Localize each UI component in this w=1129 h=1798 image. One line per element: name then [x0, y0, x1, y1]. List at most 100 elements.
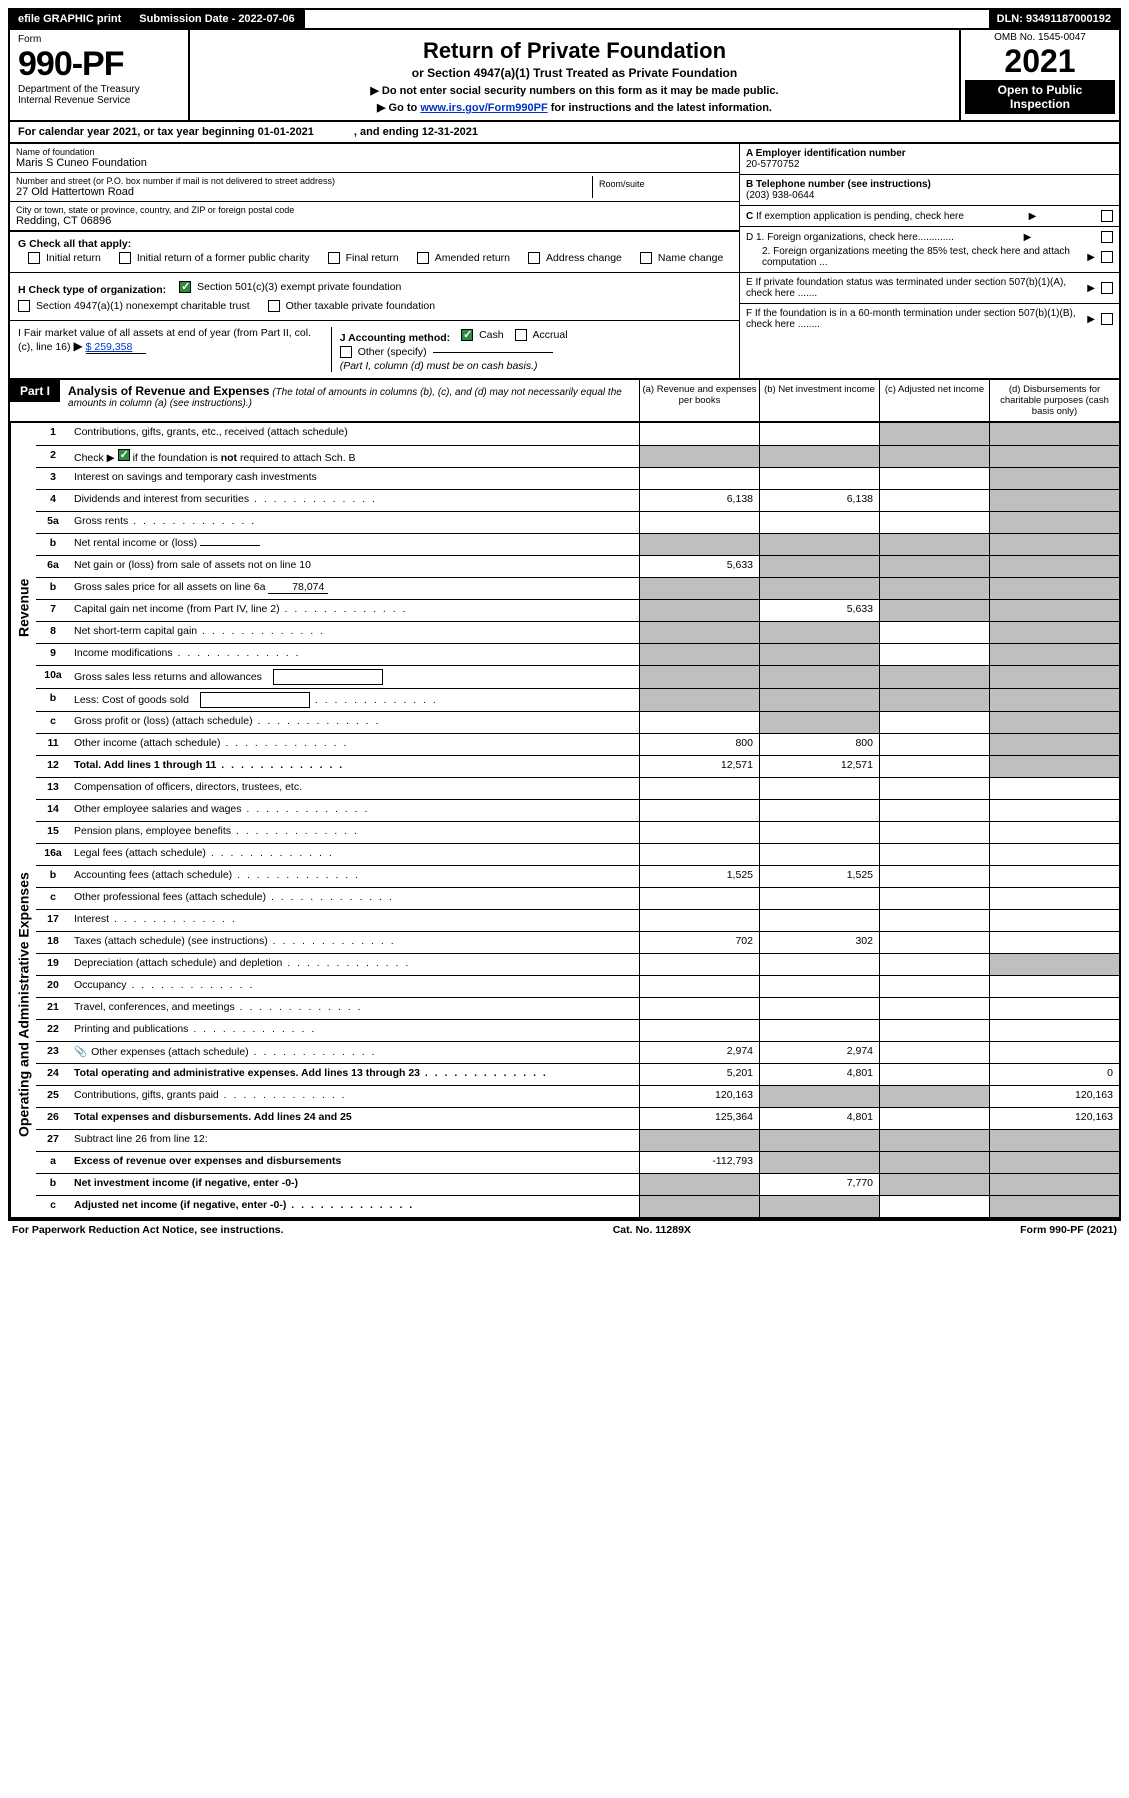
- calendar-year-row: For calendar year 2021, or tax year begi…: [8, 122, 1121, 144]
- amount-cell-b: [759, 998, 879, 1019]
- amount-cell-c: [879, 600, 989, 621]
- line-number: 3: [36, 468, 70, 489]
- amount-cell-b: [759, 888, 879, 909]
- arrow-icon: ▶: [1087, 314, 1095, 325]
- line-number: b: [36, 1174, 70, 1195]
- checkbox-icon[interactable]: [1101, 251, 1113, 263]
- amount-cell-d: [989, 1042, 1119, 1063]
- h-opt-4947[interactable]: Section 4947(a)(1) nonexempt charitable …: [18, 298, 250, 314]
- checkbox-icon: [18, 300, 30, 312]
- line-number: 11: [36, 734, 70, 755]
- line-description: 📎Other expenses (attach schedule): [70, 1042, 639, 1063]
- line-description: Travel, conferences, and meetings: [70, 998, 639, 1019]
- g-opt-initial-former[interactable]: Initial return of a former public charit…: [119, 250, 310, 266]
- line-number: 7: [36, 600, 70, 621]
- cal-end: , and ending 12-31-2021: [354, 126, 478, 138]
- amount-cell-c: [879, 1152, 989, 1173]
- amount-cell-d: [989, 556, 1119, 577]
- line-number: 19: [36, 954, 70, 975]
- section-g: G Check all that apply: Initial return I…: [10, 231, 739, 272]
- table-row: cGross profit or (loss) (attach schedule…: [36, 711, 1119, 733]
- arrow-icon: ▶: [1087, 283, 1095, 294]
- line-number: 22: [36, 1020, 70, 1041]
- checkbox-icon[interactable]: [1101, 313, 1113, 325]
- g-opt-address[interactable]: Address change: [528, 250, 622, 266]
- g-opt-label: Initial return of a former public charit…: [137, 252, 310, 264]
- g-opt-initial[interactable]: Initial return: [28, 250, 101, 266]
- h-opt-label: Other taxable private foundation: [286, 300, 435, 312]
- amount-cell-a: [639, 578, 759, 599]
- amount-cell-b: [759, 844, 879, 865]
- phone-label: B Telephone number (see instructions): [746, 179, 931, 190]
- j-note: (Part I, column (d) must be on cash basi…: [340, 360, 731, 372]
- checkbox-icon[interactable]: [1101, 282, 1113, 294]
- line-description: Taxes (attach schedule) (see instruction…: [70, 932, 639, 953]
- amount-cell-c: [879, 644, 989, 665]
- ein-value: 20-5770752: [746, 159, 1113, 170]
- h-opt-other[interactable]: Other taxable private foundation: [268, 298, 435, 314]
- col-d-header: (d) Disbursements for charitable purpose…: [989, 380, 1119, 421]
- amount-cell-b: [759, 644, 879, 665]
- d-block: D 1. Foreign organizations, check here..…: [740, 226, 1119, 272]
- line-description: Pension plans, employee benefits: [70, 822, 639, 843]
- amount-cell-d: [989, 534, 1119, 555]
- dept: Department of the Treasury: [18, 84, 180, 95]
- amount-cell-a: [639, 954, 759, 975]
- g-opt-label: Final return: [346, 252, 399, 264]
- line-number: 16a: [36, 844, 70, 865]
- amount-cell-c: [879, 734, 989, 755]
- table-row: 2Check ▶ if the foundation is not requir…: [36, 445, 1119, 467]
- table-rows: 1Contributions, gifts, grants, etc., rec…: [36, 423, 1119, 1217]
- top-bar: efile GRAPHIC print Submission Date - 20…: [8, 8, 1121, 30]
- d2-label: 2. Foreign organizations meeting the 85%…: [746, 246, 1081, 268]
- amount-cell-d: [989, 910, 1119, 931]
- col-b-header: (b) Net investment income: [759, 380, 879, 421]
- line-number: 8: [36, 622, 70, 643]
- fmv-link[interactable]: $ 259,358: [86, 341, 146, 354]
- section-ij: I Fair market value of all assets at end…: [10, 320, 739, 378]
- attachment-icon[interactable]: 📎: [74, 1046, 87, 1058]
- ein-label: A Employer identification number: [746, 148, 906, 159]
- g-opt-final[interactable]: Final return: [328, 250, 399, 266]
- amount-cell-d: [989, 1174, 1119, 1195]
- j-accrual[interactable]: Accrual: [515, 327, 568, 343]
- instructions-link[interactable]: www.irs.gov/Form990PF: [420, 102, 547, 114]
- table-row: 8Net short-term capital gain: [36, 621, 1119, 643]
- column-headers: (a) Revenue and expenses per books (b) N…: [639, 380, 1119, 421]
- line-description: Capital gain net income (from Part IV, l…: [70, 600, 639, 621]
- foundation-name: Maris S Cuneo Foundation: [16, 157, 733, 169]
- amount-cell-b: 4,801: [759, 1064, 879, 1085]
- amount-cell-d: [989, 734, 1119, 755]
- dln: DLN: 93491187000192: [989, 10, 1119, 28]
- section-i: I Fair market value of all assets at end…: [18, 327, 332, 372]
- table-row: 25Contributions, gifts, grants paid120,1…: [36, 1085, 1119, 1107]
- amount-cell-b: [759, 556, 879, 577]
- line-description: Other income (attach schedule): [70, 734, 639, 755]
- checkbox-icon[interactable]: [1101, 231, 1113, 243]
- g-opt-amended[interactable]: Amended return: [417, 250, 510, 266]
- irs: Internal Revenue Service: [18, 95, 180, 106]
- line-description: Gross profit or (loss) (attach schedule): [70, 712, 639, 733]
- h-opt-501c3[interactable]: Section 501(c)(3) exempt private foundat…: [179, 279, 401, 295]
- line-number: 17: [36, 910, 70, 931]
- g-label: G Check all that apply:: [18, 238, 131, 250]
- table-row: bLess: Cost of goods sold: [36, 688, 1119, 711]
- amount-cell-c: [879, 778, 989, 799]
- g-opt-label: Address change: [546, 252, 622, 264]
- j-label: J Accounting method:: [340, 332, 450, 344]
- j-other[interactable]: Other (specify): [340, 344, 731, 360]
- amount-cell-d: [989, 756, 1119, 777]
- line-number: 15: [36, 822, 70, 843]
- amount-cell-d: [989, 976, 1119, 997]
- section-j: J Accounting method: Cash Accrual Other …: [332, 327, 731, 372]
- checkbox-icon[interactable]: [1101, 210, 1113, 222]
- line-description: Check ▶ if the foundation is not require…: [70, 446, 639, 467]
- line-description: Adjusted net income (if negative, enter …: [70, 1196, 639, 1217]
- checkbox-checked-icon: [179, 281, 191, 293]
- line-number: 25: [36, 1086, 70, 1107]
- amount-cell-a: [639, 666, 759, 688]
- g-opt-name[interactable]: Name change: [640, 250, 723, 266]
- g-opt-label: Amended return: [435, 252, 510, 264]
- amount-cell-a: 125,364: [639, 1108, 759, 1129]
- j-cash[interactable]: Cash: [461, 327, 504, 343]
